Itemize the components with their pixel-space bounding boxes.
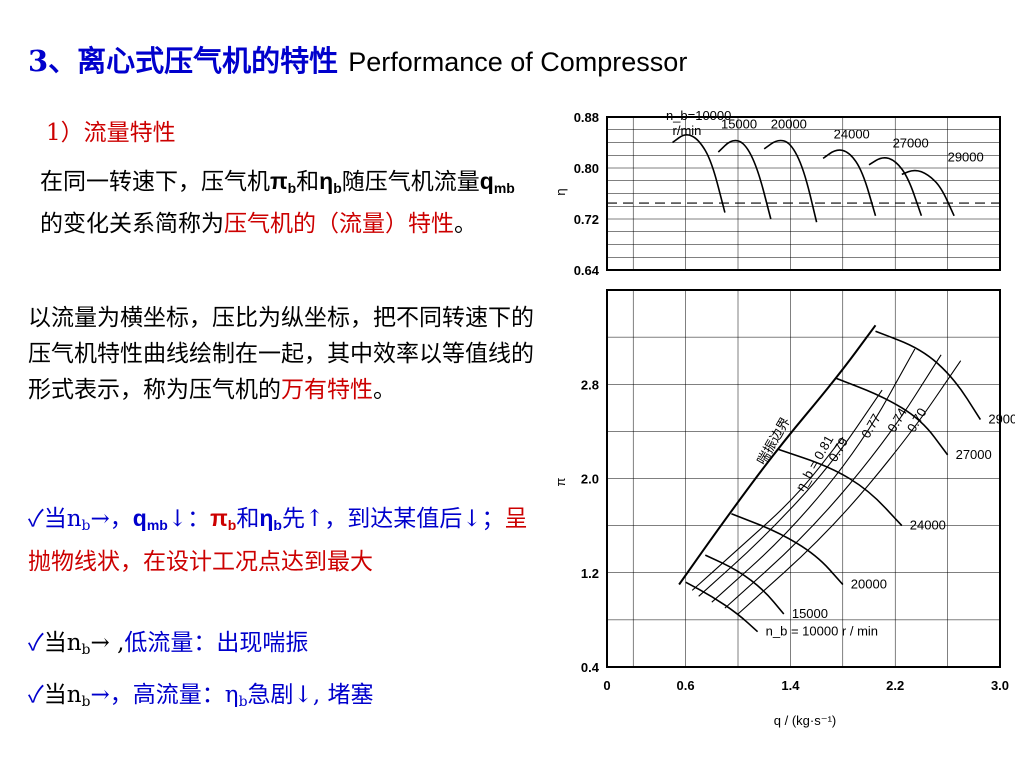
check-icon: ✓ xyxy=(28,630,44,656)
eff-series-label: 29000 xyxy=(948,150,984,165)
eff-curve xyxy=(822,149,877,217)
map-xtick-label: 0.6 xyxy=(677,678,695,693)
map-speed-label: 20000 xyxy=(851,577,887,592)
map-xtick-label: 2.2 xyxy=(886,678,904,693)
map-efficiency-label: 0.70 xyxy=(904,405,930,434)
map-ytick-label: 2.0 xyxy=(581,472,599,487)
map-ylabel: π xyxy=(553,477,568,486)
bullet-1: ✓当nb→，qmb↓：πb和ηb先↑，到达某值后↓；呈抛物线状，在设计工况点达到… xyxy=(28,505,528,575)
map-speed-line xyxy=(836,377,949,456)
bullet-3: ✓当nb→，高流量：ηb急剧↓, 堵塞 xyxy=(28,682,374,710)
pressure-ratio-chart: 0.4 1.2 2.0 2.8 0 0.6 1.4 2.2 3.0 π q / (kg·s⁻¹) n_… xyxy=(553,289,1015,728)
map-efficiency-contour xyxy=(737,360,962,615)
map-efficiency-contour xyxy=(711,348,916,603)
check-icon: ✓ xyxy=(28,682,44,708)
map-xtick-label: 3.0 xyxy=(991,678,1009,693)
map-surge-line xyxy=(678,324,877,586)
eff-curve xyxy=(763,139,818,223)
eff-ytick-label: 0.72 xyxy=(574,212,599,227)
eff-curve xyxy=(672,134,726,213)
title-en: Performance of Compressor xyxy=(348,47,688,77)
bullet-2: ✓当nb→ ,低流量：出现喘振 xyxy=(28,630,309,658)
eff-ytick-label: 0.64 xyxy=(574,263,600,278)
map-efficiency-contour xyxy=(724,354,942,609)
eff-series-label: 24000 xyxy=(834,127,870,142)
eff-curve xyxy=(868,157,923,217)
eff-curve xyxy=(901,169,955,217)
map-speed-label: 27000 xyxy=(956,447,992,462)
map-ytick-label: 2.8 xyxy=(581,377,599,392)
map-speed-label: 15000 xyxy=(792,606,828,621)
eff-ytick-label: 0.88 xyxy=(574,110,599,125)
compressor-map-figure: 0.64 0.72 0.80 0.88 η n_b=10000 15000 20000 2400… xyxy=(545,92,1015,762)
eff-curve xyxy=(717,139,772,220)
map-speed-line xyxy=(704,554,785,615)
page-title: 3、离心式压气机的特性 Performance of Compressor xyxy=(28,38,908,88)
eff-series-label: n_b=10000 xyxy=(666,108,731,123)
title-cn: 3、离心式压气机的特性 xyxy=(28,44,339,78)
map-speed-label: n_b = 10000 r / min xyxy=(766,624,878,639)
map-ytick-label: 0.4 xyxy=(581,660,600,675)
map-speed-label: 29000 xyxy=(988,412,1015,427)
map-ytick-label: 1.2 xyxy=(581,566,599,581)
eff-ytick-label: 0.80 xyxy=(574,161,599,176)
eff-series-label: 15000 xyxy=(721,116,757,131)
map-xtick-label: 0 xyxy=(603,678,610,693)
map-surge-label: 喘振边界 xyxy=(754,415,793,468)
map-speed-line xyxy=(731,513,844,586)
map-speed-line xyxy=(777,448,903,527)
subtitle: 1）流量特性 xyxy=(46,120,176,146)
map-speed-line xyxy=(685,581,759,633)
map-efficiency-contour xyxy=(691,436,844,591)
map-xtick-label: 1.4 xyxy=(781,678,800,693)
map-xlabel: q / (kg·s⁻¹) xyxy=(774,713,836,728)
eff-unit-label: r/min xyxy=(673,123,702,138)
eff-series-label: 20000 xyxy=(771,116,807,131)
paragraph-2: 以流量为横坐标，压比为纵坐标，把不同转速下的压气机特性曲线绘制在一起，其中效率以… xyxy=(28,305,534,403)
map-efficiency-contour xyxy=(698,389,883,597)
map-efficiency-label: 0.77 xyxy=(858,411,884,440)
paragraph-1: 在同一转速下，压气机πb和ηb随压气机流量qmb的变化关系简称为压气机的（流量）… xyxy=(40,168,515,237)
map-speed-line xyxy=(875,330,982,421)
map-speed-label: 24000 xyxy=(910,518,946,533)
eff-series-label: 27000 xyxy=(893,136,929,151)
check-icon: ✓ xyxy=(28,506,44,532)
eff-ylabel: η xyxy=(553,188,568,195)
